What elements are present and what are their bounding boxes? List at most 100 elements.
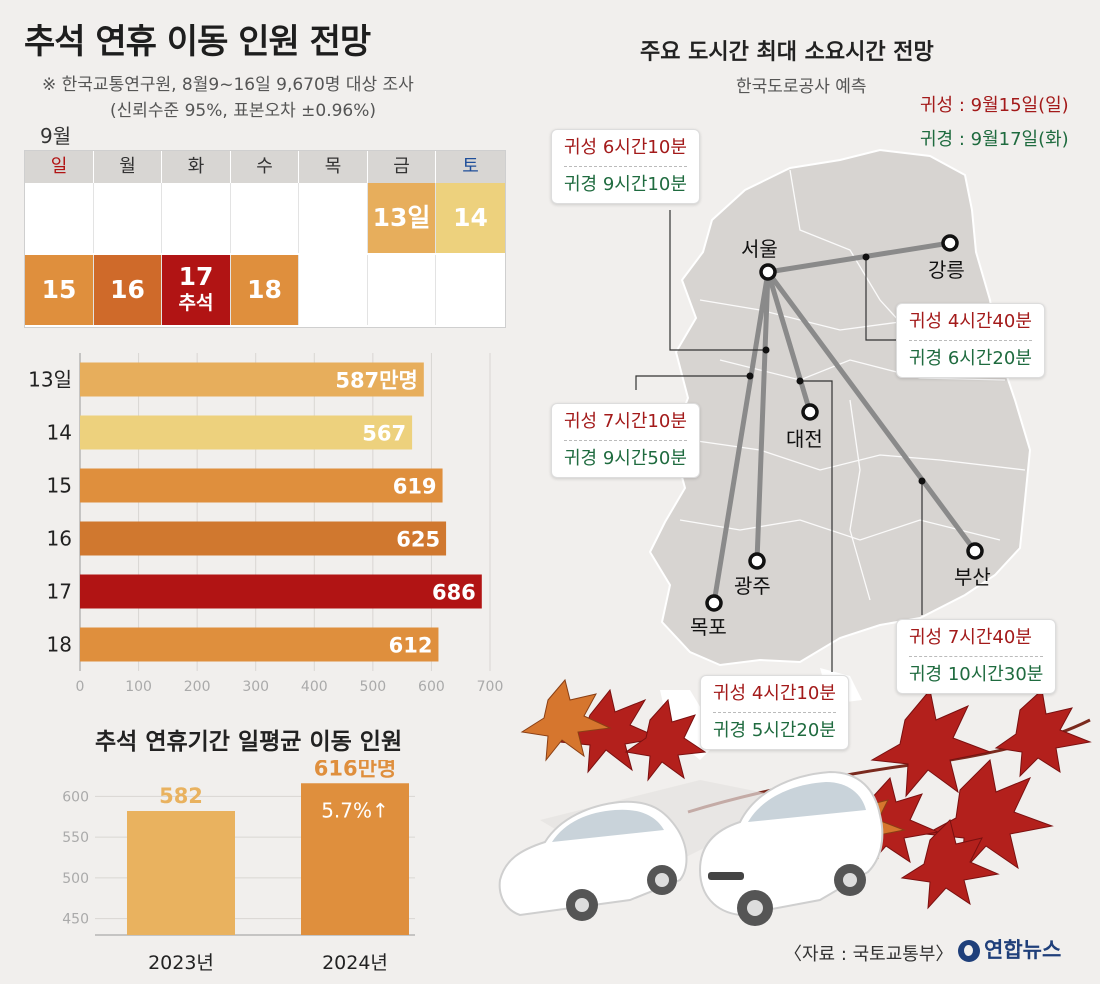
weekday-sat: 토	[436, 151, 505, 183]
weekday-wed: 수	[231, 151, 299, 183]
bar-2023년	[127, 811, 235, 935]
value-label: 582	[159, 784, 203, 808]
x-tick-label: 500	[359, 679, 386, 695]
outbound-time: 귀성 4시간10분	[713, 676, 836, 713]
cal-day-14: 14	[436, 183, 505, 253]
cal-r1-tue	[162, 183, 231, 253]
mokpo-marker	[705, 594, 723, 612]
value-label: 616만명	[314, 760, 396, 780]
weekday-thu: 목	[299, 151, 368, 183]
weekday-fri: 금	[368, 151, 436, 183]
cal-day-16: 16	[94, 255, 162, 325]
average-chart-title: 추석 연휴기간 일평균 이동 인원	[95, 729, 403, 755]
logo-text: 연합뉴스	[984, 938, 1062, 962]
cal-r1-wed	[231, 183, 299, 253]
cal-r1-sun	[25, 183, 94, 253]
x-tick-label: 300	[242, 679, 269, 695]
x-tick-label: 100	[125, 679, 152, 695]
outbound-time: 귀성 6시간10분	[564, 130, 687, 167]
y-tick-label: 600	[62, 789, 89, 805]
value-label: 587만명	[335, 369, 417, 393]
category-label: 16	[47, 527, 72, 551]
bar-2024년	[301, 783, 409, 935]
bar-13일	[80, 362, 424, 397]
city-gangneung: 강릉	[928, 258, 965, 282]
x-tick-label: 600	[418, 679, 445, 695]
category-label: 15	[47, 474, 72, 498]
maple-leaves-illustration	[520, 678, 1092, 910]
cal-r2-fri	[368, 255, 436, 325]
return-time: 귀경 9시간10분	[564, 174, 687, 195]
value-label: 619	[393, 475, 437, 499]
category-label: 17	[47, 580, 72, 604]
category-label: 13일	[28, 368, 72, 392]
bar-15	[80, 468, 443, 503]
survey-note: ※ 한국교통연구원, 8월9~16일 9,670명 대상 조사	[42, 75, 414, 95]
chuseok-label: 추석	[178, 292, 214, 314]
holiday-calendar: 일 월 화 수 목 금 토 13일 14 15 16 17 추석 18	[24, 150, 506, 328]
y-tick-label: 500	[62, 871, 89, 887]
value-label: 625	[396, 528, 440, 552]
cal-r1-thu	[299, 183, 368, 253]
route-box-seoul-busan: 귀성 7시간40분 귀경 10시간30분	[896, 619, 1057, 694]
route-box-seoul-gangneung: 귀성 4시간40분 귀경 6시간20분	[896, 303, 1045, 378]
value-label: 567	[362, 422, 406, 446]
outbound-time: 귀성 7시간10분	[564, 404, 687, 441]
cal-day-17-number: 17	[178, 262, 214, 291]
y-tick-label: 550	[62, 830, 89, 846]
value-label: 686	[432, 581, 476, 605]
cal-r2-thu	[299, 255, 368, 325]
bar-18	[80, 627, 439, 662]
category-label: 2023년	[148, 952, 214, 974]
outbound-time: 귀성 7시간40분	[909, 620, 1044, 657]
daily-travelers-bar-chart: 0 100 200 300 400 500 600 700 13일 587만명 14 567 15 619…	[28, 353, 504, 695]
cal-day-13: 13일	[368, 183, 436, 253]
x-tick-label: 0	[76, 679, 85, 695]
category-label: 2024년	[322, 952, 388, 974]
cal-day-15: 15	[25, 255, 94, 325]
weekday-mon: 월	[94, 151, 162, 183]
return-time: 귀경 10시간30분	[909, 664, 1044, 685]
source-credit: 〈자료 : 국토교통부〉	[784, 944, 954, 965]
return-time: 귀경 9시간50분	[564, 448, 687, 469]
cal-day-18: 18	[231, 255, 299, 325]
x-tick-label: 200	[184, 679, 211, 695]
busan-marker	[966, 542, 984, 560]
weekday-tue: 화	[162, 151, 231, 183]
cal-day-17: 17 추석	[162, 255, 231, 325]
legend-outbound-date: 귀성 : 9월15일(일)	[920, 95, 1069, 116]
return-time: 귀경 6시간20분	[909, 348, 1032, 369]
weekday-sun: 일	[25, 151, 94, 183]
seoul-marker	[759, 263, 777, 281]
gangneung-marker	[941, 234, 959, 252]
leader-lines	[635, 210, 923, 672]
legend-return-date: 귀경 : 9월17일(화)	[920, 129, 1069, 150]
route-box-seoul-daejeon: 귀성 4시간10분 귀경 5시간20분	[700, 675, 849, 750]
bar-17	[80, 574, 482, 609]
city-seoul: 서울	[741, 237, 778, 261]
growth-annotation: 5.7%↑	[321, 798, 389, 822]
gwangju-marker	[748, 552, 766, 570]
map-title: 주요 도시간 최대 소요시간 전망	[640, 40, 934, 65]
yonhap-logo: 연합뉴스	[958, 934, 1061, 964]
daily-average-bar-chart: 450 500 550 600 582 2023년 616만명 2024년 5.7%↑	[62, 760, 415, 974]
bar-14	[80, 415, 413, 450]
calendar-month: 9월	[40, 124, 72, 148]
value-label: 612	[389, 634, 433, 658]
cal-r2-sat	[436, 255, 505, 325]
map-subtitle: 한국도로공사 예측	[736, 77, 867, 97]
bar-16	[80, 521, 447, 556]
city-mokpo: 목포	[690, 615, 727, 639]
y-tick-label: 450	[62, 912, 89, 928]
survey-confidence-note: (신뢰수준 95%, 표본오차 ±0.96%)	[110, 101, 377, 121]
x-tick-label: 700	[477, 679, 504, 695]
yonhap-logo-icon	[958, 940, 980, 962]
city-daejeon: 대전	[786, 427, 823, 451]
city-gwangju: 광주	[734, 574, 771, 598]
cars-illustration	[498, 770, 884, 926]
outbound-time: 귀성 4시간40분	[909, 304, 1032, 341]
route-box-seoul-mokpo: 귀성 6시간10분 귀경 9시간10분	[551, 129, 700, 204]
city-busan: 부산	[954, 565, 991, 589]
main-title: 추석 연휴 이동 인원 전망	[24, 22, 371, 62]
